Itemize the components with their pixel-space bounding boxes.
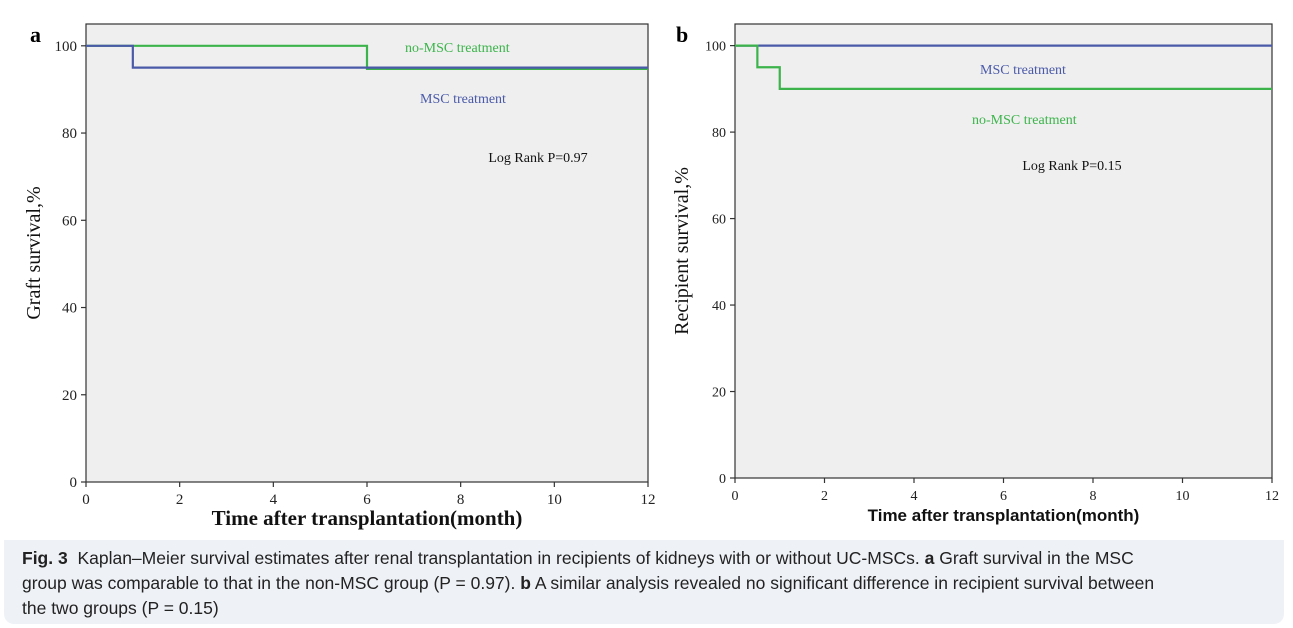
log-rank-annotation: Log Rank P=0.15 [1022,159,1121,174]
x-tick-label: 4 [270,492,278,508]
x-axis-label: Time after transplantation(month) [212,506,523,530]
x-tick-label: 6 [1000,489,1007,504]
x-axis-label: Time after transplantation(month) [868,506,1140,525]
caption-line-1: Fig. 3 Kaplan–Meier survival estimates a… [22,546,1266,571]
series-line-no-msc-treatment [86,44,648,71]
y-tick-label: 40 [62,301,77,317]
x-tick-label: 6 [363,492,371,508]
chart-panel-a: a 0 2 4 6 8 10 12 0 20 40 60 80 100 Time after transpl… [23,22,656,530]
y-tick-label: 60 [712,213,726,228]
y-tick-label: 80 [62,126,77,142]
y-tick-label: 20 [62,388,77,404]
y-tick-label: 0 [719,472,726,487]
x-tick-label: 2 [821,489,828,504]
y-tick-label: 80 [712,126,726,141]
y-tick-label: 60 [62,213,77,229]
caption-text-1: Kaplan–Meier survival estimates after re… [77,548,920,568]
x-tick-label: 4 [911,489,918,504]
plot-area [85,23,649,483]
caption-fig-label: Fig. 3 [22,548,68,568]
caption-panel-b-label: b [520,573,531,593]
caption-text-2: group was comparable to that in the non-… [22,573,516,593]
series-label: MSC treatment [420,92,506,107]
figure-caption: Fig. 3 Kaplan–Meier survival estimates a… [4,540,1284,624]
caption-text-2b: A similar analysis revealed no significa… [534,573,1155,593]
x-tick-label: 2 [176,492,184,508]
y-tick-label: 20 [712,386,726,401]
caption-text-1b: Graft survival in the MSC [939,548,1134,568]
caption-panel-a-label: a [924,548,935,568]
x-tick-label: 10 [1176,489,1190,504]
caption-text-3: the two groups (P = 0.15) [22,598,219,618]
series-label: no-MSC treatment [405,41,510,56]
panel-label-a: a [30,22,41,47]
log-rank-annotation: Log Rank P=0.97 [488,151,587,166]
series-label: no-MSC treatment [972,113,1077,128]
x-tick-label: 12 [641,492,656,508]
caption-line-2: group was comparable to that in the non-… [22,571,1266,596]
x-tick-label: 12 [1265,489,1279,504]
x-tick-label: 10 [547,492,562,508]
x-tick-label: 0 [82,492,90,508]
series-line-no-msc-treatment [735,44,1272,90]
y-tick-label: 40 [712,299,726,314]
x-tick-label: 0 [732,489,739,504]
plot-area [734,23,1273,479]
series-label: MSC treatment [980,63,1066,78]
panel-label-b: b [676,22,688,47]
series-line-msc-treatment [86,44,648,69]
y-axis-label: Recipient survival,% [671,167,693,335]
y-tick-label: 0 [70,475,78,491]
x-tick-label: 8 [1090,489,1097,504]
chart-panel-b: b 0 2 4 6 8 10 12 0 20 40 60 80 100 Time after transpl… [671,22,1279,525]
x-tick-label: 8 [457,492,465,508]
y-axis-label: Graft survival,% [23,186,45,319]
y-tick-label: 100 [55,39,78,55]
y-tick-label: 100 [705,40,726,55]
caption-line-3: the two groups (P = 0.15) [22,596,1266,621]
